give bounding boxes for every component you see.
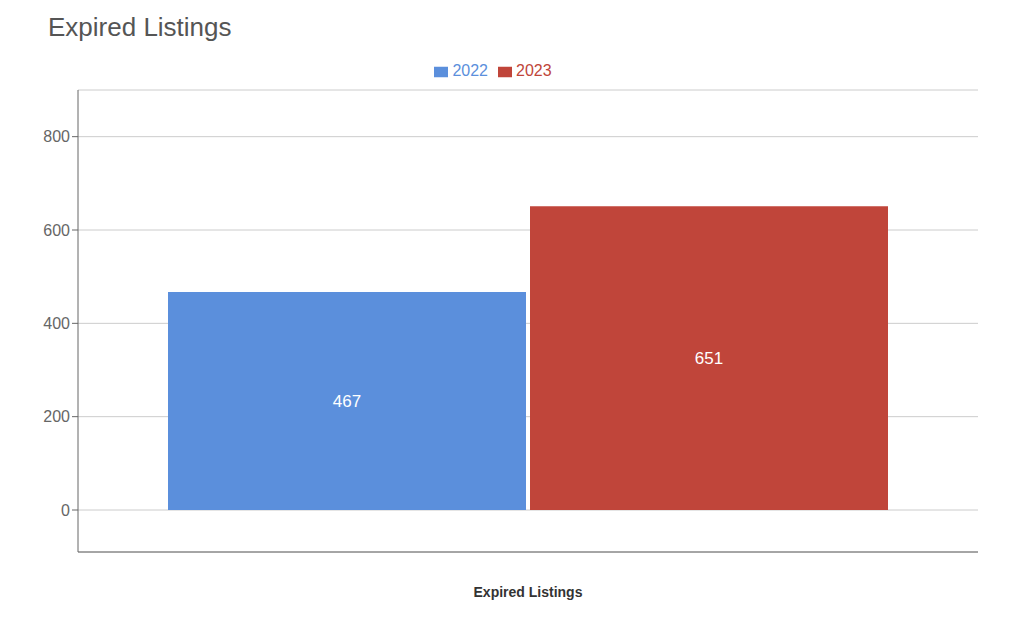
svg-text:400: 400	[43, 315, 70, 332]
svg-text:467: 467	[333, 392, 361, 411]
svg-text:200: 200	[43, 408, 70, 425]
html-text:Expired Listings: Expired Listings	[48, 12, 232, 42]
html-text:2022: 2022	[452, 62, 488, 79]
svg-text:0: 0	[61, 502, 70, 519]
svg-text:Expired Listings: Expired Listings	[474, 584, 583, 600]
svg-text:651: 651	[695, 349, 723, 368]
svg-text:600: 600	[43, 222, 70, 239]
html-text:2023: 2023	[516, 62, 552, 79]
svg-text:800: 800	[43, 128, 70, 145]
